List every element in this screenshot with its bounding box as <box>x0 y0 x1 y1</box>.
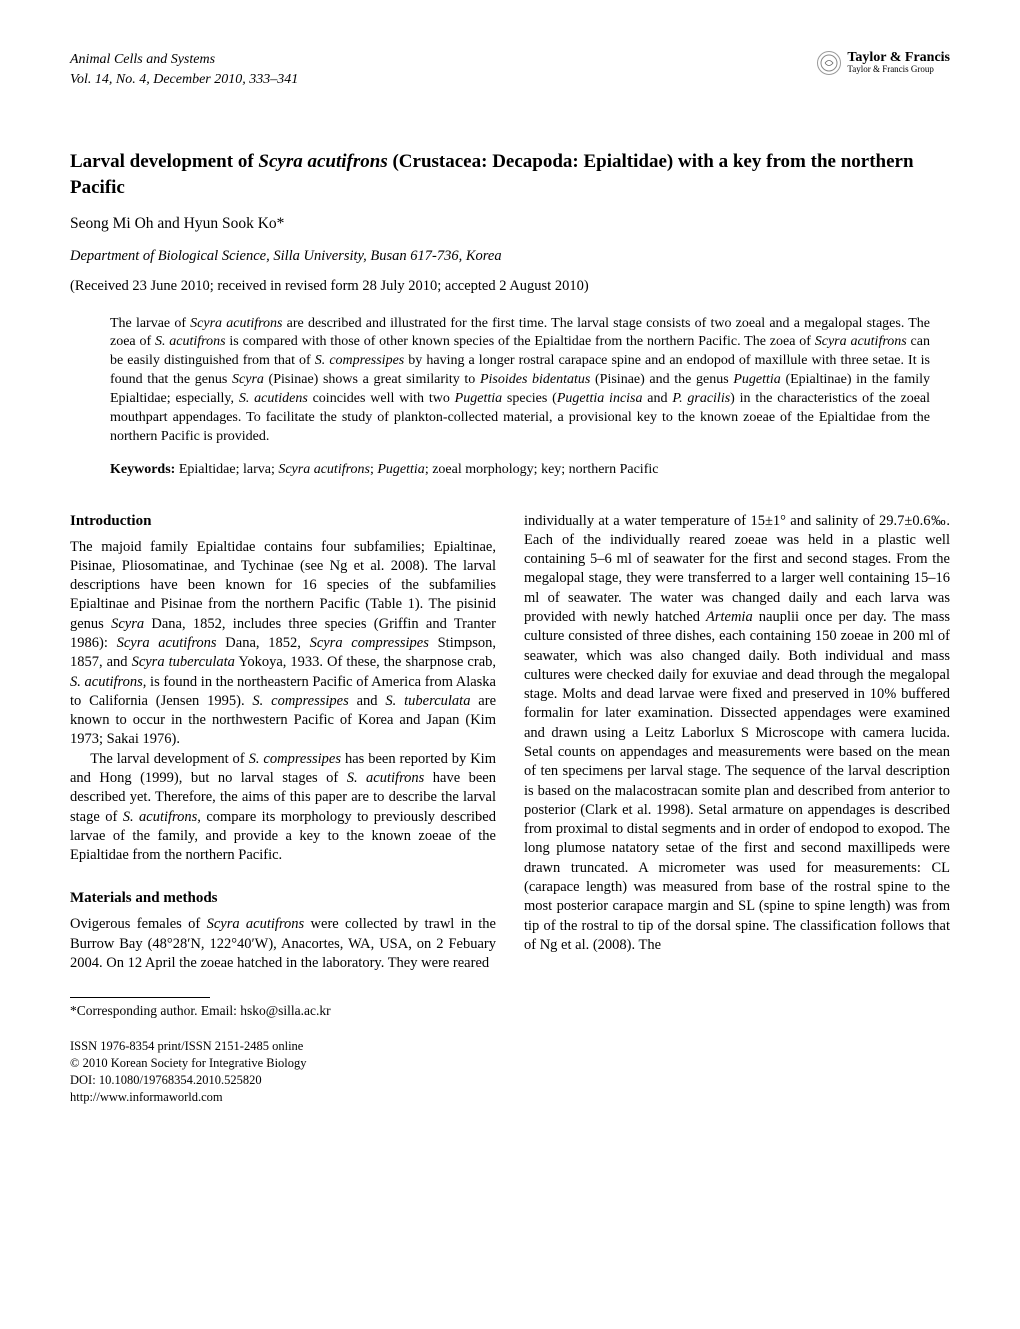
methods-left-p1: Ovigerous females of Scyra acutifrons we… <box>70 915 496 973</box>
right-column: individually at a water temperature of 1… <box>524 512 950 1106</box>
publisher-text: Taylor & Francis Taylor & Francis Group <box>847 50 950 75</box>
publisher-sub: Taylor & Francis Group <box>847 65 950 75</box>
keywords: Keywords: Epialtidae; larva; Scyra acuti… <box>110 461 930 480</box>
publisher-logo: Taylor & Francis Taylor & Francis Group <box>817 50 950 75</box>
doi-line: DOI: 10.1080/19768354.2010.525820 <box>70 1072 496 1089</box>
abstract: The larvae of Scyra acutifrons are descr… <box>110 315 930 447</box>
volume-line: Vol. 14, No. 4, December 2010, 333–341 <box>70 70 298 90</box>
authors: Seong Mi Oh and Hyun Sook Ko* <box>70 214 950 235</box>
publisher-main: Taylor & Francis <box>847 50 950 65</box>
taylor-francis-icon <box>817 51 841 75</box>
left-column: Introduction The majoid family Epialtida… <box>70 512 496 1106</box>
affiliation: Department of Biological Science, Silla … <box>70 247 950 267</box>
footnote-rule <box>70 997 210 998</box>
url-line: http://www.informaworld.com <box>70 1089 496 1106</box>
journal-info: Animal Cells and Systems Vol. 14, No. 4,… <box>70 50 298 89</box>
intro-p1: The majoid family Epialtidae contains fo… <box>70 538 496 750</box>
intro-heading: Introduction <box>70 512 496 532</box>
corresponding-author: *Corresponding author. Email: hsko@silla… <box>70 1002 496 1020</box>
intro-p2: The larval development of S. compressipe… <box>70 750 496 866</box>
article-title: Larval development of Scyra acutifrons (… <box>70 149 950 200</box>
body-columns: Introduction The majoid family Epialtida… <box>70 512 950 1106</box>
journal-name: Animal Cells and Systems <box>70 50 298 70</box>
methods-right-p1: individually at a water temperature of 1… <box>524 512 950 955</box>
methods-heading: Materials and methods <box>70 889 496 909</box>
issn-line: ISSN 1976-8354 print/ISSN 2151-2485 onli… <box>70 1038 496 1055</box>
dates-line: (Received 23 June 2010; received in revi… <box>70 277 950 297</box>
footer-block: ISSN 1976-8354 print/ISSN 2151-2485 onli… <box>70 1038 496 1106</box>
page-header: Animal Cells and Systems Vol. 14, No. 4,… <box>70 50 950 89</box>
copyright-line: © 2010 Korean Society for Integrative Bi… <box>70 1055 496 1072</box>
